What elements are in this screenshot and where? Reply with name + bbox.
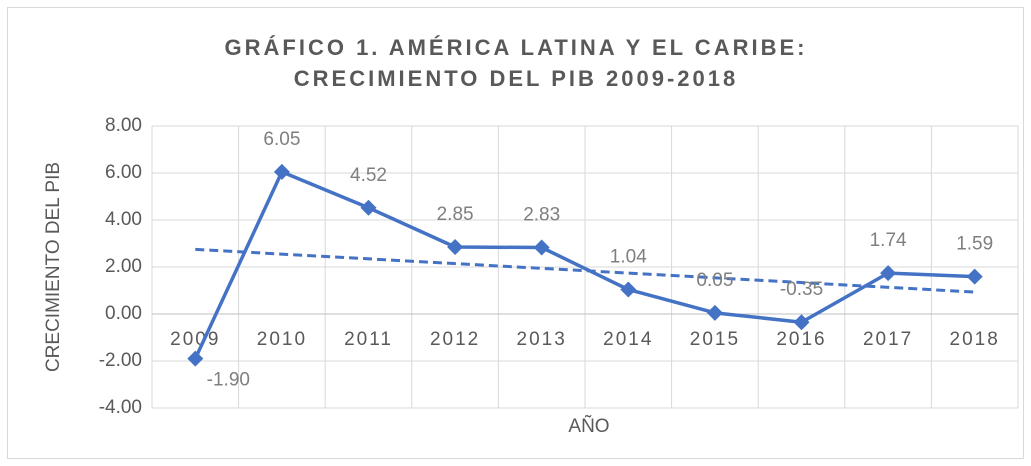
y-axis-label: CRECIMIENTO DEL PIB — [43, 162, 64, 372]
chart-border — [7, 7, 1024, 459]
data-label: 1.04 — [610, 247, 647, 268]
x-tick-label: 2010 — [257, 329, 307, 350]
x-tick-label: 2015 — [690, 329, 740, 350]
trendline — [195, 247, 975, 294]
x-tick-label: 2013 — [517, 329, 567, 350]
data-label: 1.74 — [870, 230, 907, 251]
marker — [533, 239, 550, 256]
data-label: 2.85 — [437, 204, 474, 225]
x-tick-label: 2009 — [170, 329, 220, 350]
data-label: 2.83 — [523, 205, 560, 226]
y-tick-label: 4.00 — [105, 209, 142, 230]
data-label: -1.90 — [207, 370, 250, 391]
x-tick-label: 2016 — [776, 329, 826, 350]
marker — [793, 314, 810, 331]
marker — [447, 239, 464, 256]
marker — [273, 163, 290, 180]
x-tick-label: 2017 — [863, 329, 913, 350]
x-tick-label: 2018 — [950, 329, 1000, 350]
y-tick-label: 6.00 — [105, 162, 142, 183]
data-label: -0.35 — [780, 279, 823, 300]
y-tick-label: -2.00 — [99, 350, 142, 371]
y-tick-label: 8.00 — [105, 115, 142, 136]
x-tick-label: 2012 — [430, 329, 480, 350]
x-tick-label: 2011 — [344, 329, 393, 350]
chart-title: CRECIMIENTO DEL PIB 2009-2018 — [294, 66, 738, 91]
y-tick-label: 2.00 — [105, 256, 142, 277]
data-label: 6.05 — [263, 129, 300, 150]
data-label: 4.52 — [350, 165, 387, 186]
line — [193, 170, 975, 360]
marker — [966, 268, 983, 285]
marker — [187, 350, 204, 367]
y-tick-label: -4.00 — [99, 397, 142, 418]
marker — [620, 281, 637, 298]
y-tick-label: 0.00 — [105, 303, 142, 324]
marker — [360, 199, 377, 216]
marker — [706, 304, 723, 321]
marker — [880, 265, 897, 282]
data-label: 0.05 — [696, 270, 733, 291]
x-axis-label: AÑO — [568, 415, 609, 437]
chart-title: GRÁFICO 1. AMÉRICA LATINA Y EL CARIBE: — [225, 35, 808, 60]
data-label: 1.59 — [956, 234, 993, 255]
x-tick-label: 2014 — [603, 329, 653, 350]
